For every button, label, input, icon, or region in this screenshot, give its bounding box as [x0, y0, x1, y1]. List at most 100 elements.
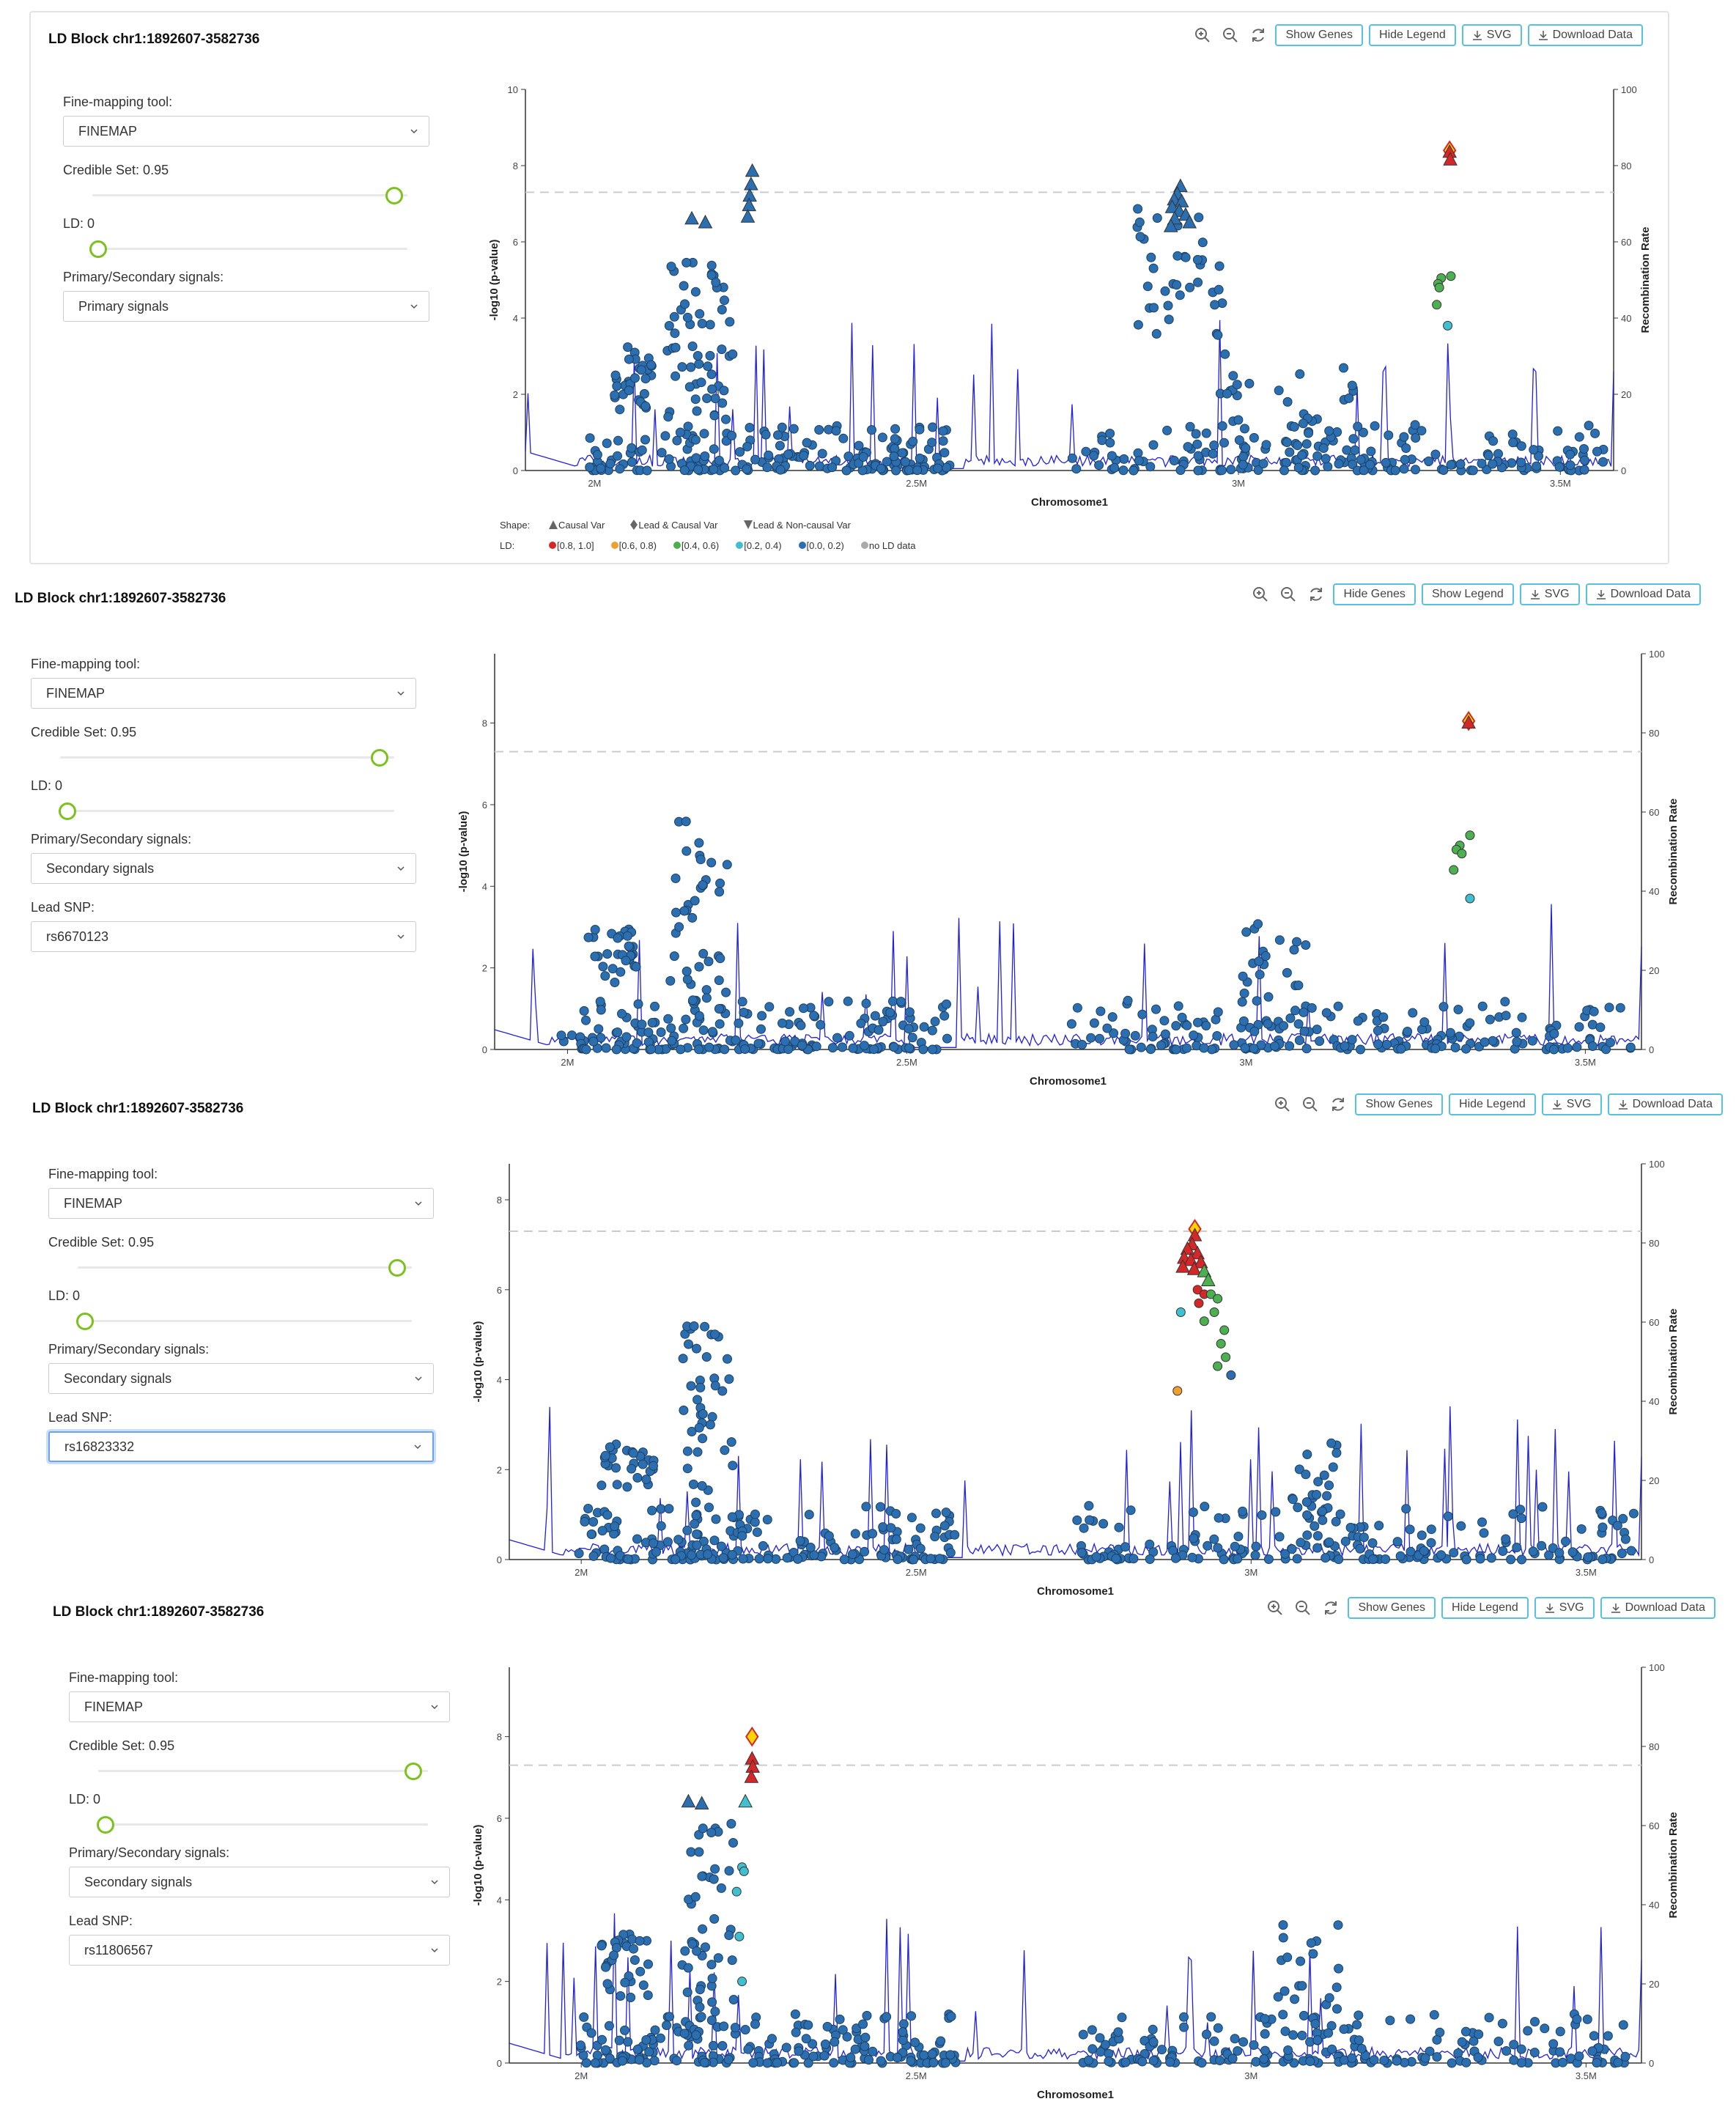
snp-point: [1498, 1546, 1508, 1556]
hide-legend-button[interactable]: Hide Legend: [1369, 24, 1456, 46]
snp-point: [1249, 432, 1259, 443]
snp-point: [714, 1019, 725, 1029]
refresh-icon[interactable]: [1305, 583, 1327, 605]
credible-set-slider[interactable]: [69, 1760, 450, 1782]
snp-point: [585, 462, 595, 472]
snp-point: [667, 1036, 677, 1046]
snp-point: [1089, 1018, 1099, 1028]
snp-point: [1216, 465, 1227, 476]
zoom-out-icon[interactable]: [1277, 583, 1299, 605]
snp-point: [1477, 1001, 1488, 1011]
snp-point: [1213, 1007, 1223, 1017]
ld-snp-point: [739, 1866, 749, 1876]
snp-point: [623, 1554, 633, 1564]
download-icon: [1618, 1100, 1628, 1110]
snp-point: [1318, 1515, 1328, 1525]
snp-point: [1580, 455, 1589, 465]
svg-button[interactable]: SVG: [1541, 1093, 1602, 1115]
snp-point: [635, 1966, 646, 1977]
slider-handle[interactable]: [76, 1313, 94, 1330]
zoom-in-icon[interactable]: [1264, 1597, 1286, 1619]
snp-point: [646, 360, 657, 370]
fine-mapping-tool-select[interactable]: FINEMAP: [31, 678, 416, 709]
snp-point: [1301, 940, 1311, 950]
show-genes-button[interactable]: Show Genes: [1355, 1093, 1444, 1115]
snp-point: [946, 2011, 956, 2021]
snp-point: [731, 1035, 741, 1045]
show-genes-button[interactable]: Show Genes: [1275, 24, 1364, 46]
fine-mapping-tool-select[interactable]: FINEMAP: [69, 1691, 450, 1722]
refresh-icon[interactable]: [1327, 1093, 1349, 1115]
hide-legend-button[interactable]: Hide Legend: [1449, 1093, 1536, 1115]
slider-handle[interactable]: [97, 1816, 114, 1834]
zoom-in-icon[interactable]: [1271, 1093, 1293, 1115]
snp-point: [687, 912, 698, 923]
signal-type-select[interactable]: Primary signals: [63, 291, 429, 322]
snp-point: [1373, 1025, 1383, 1036]
download-data-button[interactable]: Download Data: [1527, 24, 1643, 46]
snp-point: [1229, 1040, 1239, 1050]
refresh-icon[interactable]: [1320, 1597, 1342, 1619]
signal-type-select[interactable]: Secondary signals: [31, 853, 416, 884]
snp-point: [1287, 1544, 1297, 1554]
slider-handle[interactable]: [89, 240, 107, 258]
snp-point: [1208, 449, 1218, 459]
lead-snp-select[interactable]: rs6670123: [31, 921, 416, 952]
download-data-button[interactable]: Download Data: [1600, 1597, 1715, 1619]
credible-set-slider[interactable]: [31, 746, 416, 768]
refresh-icon[interactable]: [1247, 24, 1269, 46]
snp-point: [1193, 451, 1203, 461]
download-data-button[interactable]: Download Data: [1607, 1093, 1723, 1115]
slider-handle[interactable]: [388, 1259, 406, 1277]
snp-point: [1517, 1554, 1526, 1565]
slider-handle[interactable]: [385, 187, 403, 204]
snp-point: [663, 1014, 673, 1024]
snp-point: [1160, 286, 1170, 296]
snp-point: [805, 1543, 816, 1552]
credible-set-slider[interactable]: [48, 1256, 434, 1278]
fine-mapping-tool-select[interactable]: FINEMAP: [48, 1188, 434, 1219]
zoom-out-icon[interactable]: [1292, 1597, 1314, 1619]
svg-button[interactable]: SVG: [1534, 1597, 1595, 1619]
snp-point: [1483, 451, 1493, 460]
snp-point: [904, 465, 914, 475]
snp-point: [706, 1960, 717, 1970]
zoom-out-icon[interactable]: [1299, 1093, 1321, 1115]
hide-legend-button[interactable]: Hide Legend: [1441, 1597, 1529, 1619]
snp-point: [707, 1027, 717, 1037]
snp-point: [1628, 1508, 1639, 1519]
svg-button[interactable]: SVG: [1461, 24, 1522, 46]
snp-point: [838, 1042, 847, 1052]
show-legend-button[interactable]: Show Legend: [1421, 583, 1514, 605]
zoom-out-icon[interactable]: [1219, 24, 1241, 46]
snp-point: [773, 430, 783, 440]
download-data-button[interactable]: Download Data: [1585, 583, 1701, 605]
slider-handle[interactable]: [59, 802, 76, 820]
ld-slider[interactable]: [63, 237, 429, 259]
signal-type-select[interactable]: Secondary signals: [69, 1867, 450, 1897]
ld-snp-point: [1205, 1289, 1216, 1299]
signal-type-select[interactable]: Secondary signals: [48, 1363, 434, 1394]
credible-set-slider[interactable]: [63, 184, 429, 206]
ld-slider[interactable]: [48, 1310, 434, 1332]
snp-point: [761, 429, 771, 440]
snp-point: [1396, 1044, 1406, 1054]
snp-point: [682, 966, 692, 976]
show-genes-button[interactable]: Show Genes: [1348, 1597, 1436, 1619]
ld-slider[interactable]: [31, 800, 416, 822]
zoom-in-icon[interactable]: [1249, 583, 1271, 605]
lead-snp-select[interactable]: rs16823332: [48, 1431, 434, 1462]
lead-snp-select[interactable]: rs11806567: [69, 1935, 450, 1966]
fine-mapping-tool-select[interactable]: FINEMAP: [63, 116, 429, 147]
svg-button[interactable]: SVG: [1519, 583, 1580, 605]
slider-handle[interactable]: [405, 1763, 422, 1780]
hide-genes-button[interactable]: Hide Genes: [1333, 583, 1416, 605]
snp-point: [610, 370, 621, 380]
snp-point: [1238, 971, 1248, 981]
slider-handle[interactable]: [371, 749, 388, 767]
zoom-in-icon[interactable]: [1192, 24, 1214, 46]
snp-point: [707, 1974, 717, 1984]
snp-point: [627, 443, 637, 453]
snp-point: [1416, 1530, 1427, 1540]
ld-slider[interactable]: [69, 1813, 450, 1835]
